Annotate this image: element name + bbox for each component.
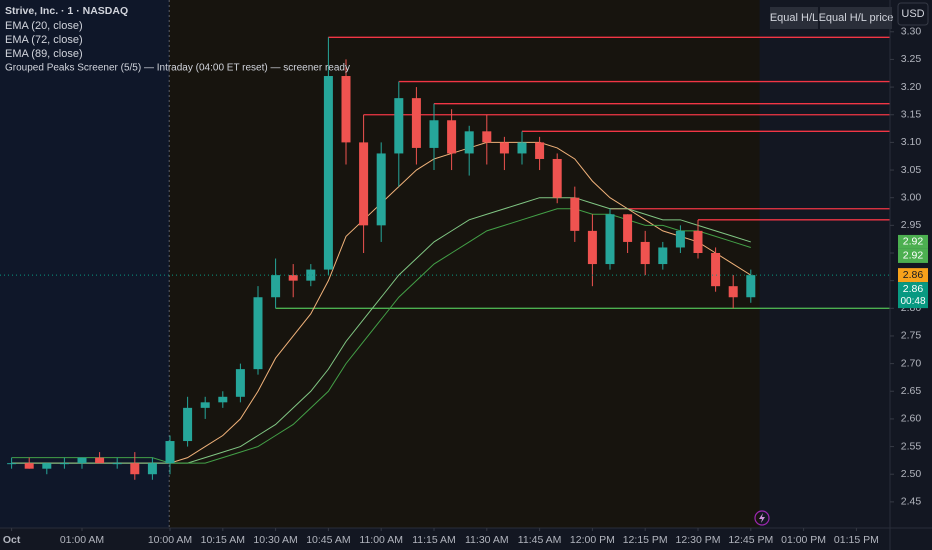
candle-body [218, 396, 228, 403]
candle-body [499, 142, 509, 154]
candle-body [165, 441, 175, 464]
candle-body [605, 214, 615, 265]
button-bg[interactable] [820, 7, 892, 29]
y-tick-label: 2.70 [901, 357, 922, 369]
candle-body [112, 463, 122, 465]
y-tick-label: 3.10 [901, 136, 922, 148]
x-tick-label: Oct [3, 534, 21, 546]
candle-body [235, 369, 245, 397]
candle-body [658, 247, 668, 265]
button-bg[interactable] [770, 7, 818, 29]
currency-button[interactable] [897, 2, 929, 26]
candle-body [183, 407, 193, 442]
x-tick-label: 10:30 AM [253, 534, 297, 546]
y-tick-label: 3.00 [901, 191, 922, 203]
candle-body [411, 98, 421, 148]
currency[interactable]: USD [901, 8, 924, 20]
candle-body [693, 230, 703, 253]
candle-body [77, 457, 87, 464]
x-tick-label: 12:45 PM [728, 534, 773, 546]
price-label: 2.86 [903, 283, 924, 295]
x-tick-label: 10:00 AM [148, 534, 192, 546]
price-label-bg [898, 248, 928, 263]
candle-body [359, 142, 369, 226]
lightning-icon [754, 510, 770, 526]
candle-body [271, 275, 281, 298]
x-tick-label: 10:45 AM [306, 534, 350, 546]
x-tick-label: 01:00 AM [60, 534, 104, 546]
candle-body [746, 275, 756, 298]
y-tick-label: 3.20 [901, 81, 922, 93]
candle-body [341, 76, 351, 143]
candle-body [464, 131, 474, 154]
price-label-bg [898, 268, 928, 283]
x-tick-label: 11:00 AM [359, 534, 403, 546]
candle-body [59, 463, 69, 465]
price-label: 2.92 [903, 250, 924, 262]
candle-body [7, 463, 17, 465]
candle-body [376, 153, 386, 226]
x-tick-label: 10:15 AM [201, 534, 245, 546]
candle-body [517, 142, 527, 154]
candle-body [482, 131, 492, 143]
y-tick-label: 2.95 [901, 219, 922, 231]
x-tick-label: 12:30 PM [676, 534, 721, 546]
candle-body [552, 158, 562, 198]
x-tick-label: 12:15 PM [623, 534, 668, 546]
candle-body [42, 463, 52, 469]
x-tick-label: 11:45 AM [518, 534, 562, 546]
candle-body [95, 457, 105, 464]
premarket-bg [0, 0, 170, 528]
candle-body [535, 142, 545, 159]
candle-body [728, 286, 738, 298]
button[interactable]: Equal H/L [770, 12, 818, 24]
candle-body [429, 120, 439, 148]
candle-body [253, 297, 263, 370]
y-tick-label: 3.15 [901, 109, 922, 121]
y-tick-label: 2.65 [901, 385, 922, 397]
indicator-label: EMA (89, close) [5, 48, 83, 60]
candle-body [640, 241, 650, 265]
plot-area [0, 0, 890, 528]
candle-body [675, 230, 685, 248]
y-tick-label: 3.25 [901, 53, 922, 65]
x-tick-label: 01:15 PM [834, 534, 879, 546]
x-tick-label: 11:15 AM [412, 534, 456, 546]
y-tick-label: 2.55 [901, 440, 922, 452]
session-bg [169, 0, 760, 528]
candle-body [200, 402, 210, 408]
y-tick-label: 2.45 [901, 496, 922, 508]
y-tick-label: 2.60 [901, 413, 922, 425]
symbol-title: Strive, Inc. · 1 · NASDAQ [5, 5, 128, 17]
indicator-label: EMA (20, close) [5, 20, 83, 32]
x-tick-label: 11:30 AM [465, 534, 509, 546]
price-label-bg [898, 234, 928, 249]
indicator-label: Grouped Peaks Screener (5/5) — Intraday … [5, 63, 350, 74]
candle-body [711, 253, 721, 287]
candle-body [306, 269, 316, 281]
price-label-bg [898, 282, 928, 309]
countdown: 00:48 [900, 296, 925, 307]
candle-body [447, 120, 457, 154]
price-label: 2.92 [903, 236, 924, 248]
candle-body [24, 463, 34, 469]
candle-body [288, 275, 298, 281]
candle-body [147, 463, 157, 475]
price-label: 2.86 [903, 269, 924, 281]
candle-body [323, 76, 333, 270]
x-tick-label: 12:00 PM [570, 534, 615, 546]
candle-body [623, 214, 633, 242]
y-tick-label: 3.05 [901, 164, 922, 176]
candle-body [394, 98, 404, 154]
indicator-label: EMA (72, close) [5, 34, 83, 46]
candle-body [587, 230, 597, 265]
candle-body [570, 197, 580, 231]
y-tick-label: 2.75 [901, 330, 922, 342]
button[interactable]: Equal H/L price [819, 12, 894, 24]
candle-body [130, 463, 140, 475]
x-tick-label: 01:00 PM [781, 534, 826, 546]
y-tick-label: 2.50 [901, 468, 922, 480]
y-tick-label: 3.30 [901, 26, 922, 38]
